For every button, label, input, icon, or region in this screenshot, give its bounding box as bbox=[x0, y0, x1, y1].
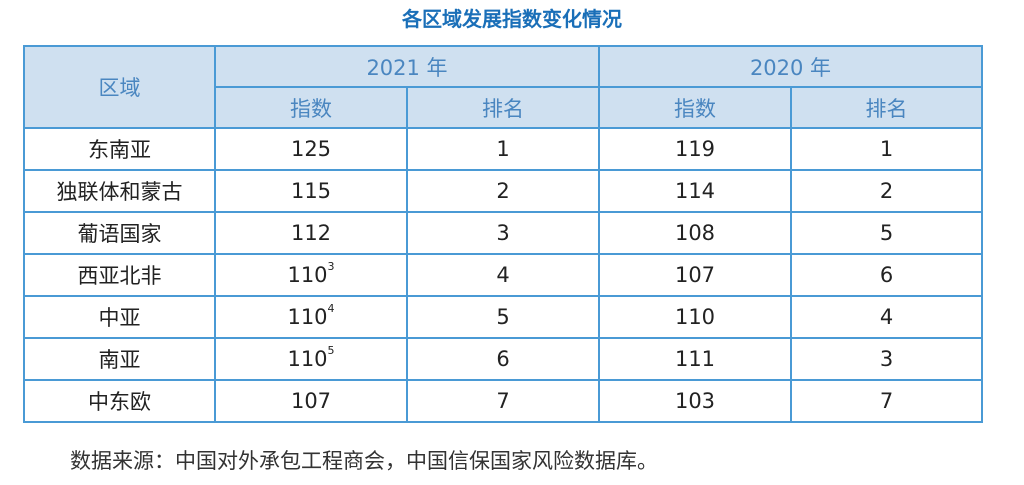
index-2020-cell: 107 bbox=[598, 253, 792, 297]
rank-2021-cell: 2 bbox=[406, 169, 600, 213]
region-cell: 中亚 bbox=[23, 295, 216, 339]
rank-2021-cell: 3 bbox=[406, 211, 600, 255]
rank-2021-cell: 1 bbox=[406, 127, 600, 171]
region-cell: 西亚北非 bbox=[23, 253, 216, 297]
rank-2020-cell: 3 bbox=[790, 337, 983, 381]
footnote-marker: 3 bbox=[327, 260, 335, 273]
source-footnote: 数据来源：中国对外承包工程商会，中国信保国家风险数据库。 bbox=[70, 449, 658, 473]
rank-2020-cell: 1 bbox=[790, 127, 983, 171]
table-row: 中东欧 107 7 103 7 bbox=[23, 379, 983, 423]
rank-2021-cell: 5 bbox=[406, 295, 600, 339]
rank-2020-cell: 7 bbox=[790, 379, 983, 423]
rank-2020-cell: 5 bbox=[790, 211, 983, 255]
index-2020-cell: 119 bbox=[598, 127, 792, 171]
rank-2021-cell: 4 bbox=[406, 253, 600, 297]
index-2020-cell: 108 bbox=[598, 211, 792, 255]
table-row: 葡语国家 112 3 108 5 bbox=[23, 211, 983, 255]
footnote-marker: 4 bbox=[327, 302, 335, 315]
index-2020-cell: 111 bbox=[598, 337, 792, 381]
index-2020-cell: 114 bbox=[598, 169, 792, 213]
rank-2020-cell: 6 bbox=[790, 253, 983, 297]
index-2021-cell: 1104 bbox=[214, 295, 408, 339]
region-cell: 中东欧 bbox=[23, 379, 216, 423]
footnote-marker: 5 bbox=[327, 344, 335, 357]
region-index-table: 区域 2021 年 2020 年 指数 排名 指数 排名 东南亚 125 1 1… bbox=[23, 45, 983, 423]
table-row: 中亚 1104 5 110 4 bbox=[23, 295, 983, 339]
rank-2021-cell: 7 bbox=[406, 379, 600, 423]
rank-2020-cell: 4 bbox=[790, 295, 983, 339]
year-2021-header: 2021 年 bbox=[214, 45, 600, 88]
table-row: 西亚北非 1103 4 107 6 bbox=[23, 253, 983, 297]
rank-2021-header: 排名 bbox=[406, 86, 600, 129]
table-title: 各区域发展指数变化情况 bbox=[402, 7, 622, 31]
region-cell: 独联体和蒙古 bbox=[23, 169, 216, 213]
index-2021-cell: 112 bbox=[214, 211, 408, 255]
index-2020-cell: 103 bbox=[598, 379, 792, 423]
rank-2020-cell: 2 bbox=[790, 169, 983, 213]
region-cell: 东南亚 bbox=[23, 127, 216, 171]
region-cell: 葡语国家 bbox=[23, 211, 216, 255]
region-cell: 南亚 bbox=[23, 337, 216, 381]
rank-2020-header: 排名 bbox=[790, 86, 983, 129]
region-column-header: 区域 bbox=[23, 45, 216, 129]
index-2020-header: 指数 bbox=[598, 86, 792, 129]
index-2021-cell: 115 bbox=[214, 169, 408, 213]
index-2021-header: 指数 bbox=[214, 86, 408, 129]
index-2020-cell: 110 bbox=[598, 295, 792, 339]
index-2021-cell: 1105 bbox=[214, 337, 408, 381]
index-2021-cell: 1103 bbox=[214, 253, 408, 297]
table-row: 独联体和蒙古 115 2 114 2 bbox=[23, 169, 983, 213]
rank-2021-cell: 6 bbox=[406, 337, 600, 381]
index-2021-cell: 125 bbox=[214, 127, 408, 171]
year-2020-header: 2020 年 bbox=[598, 45, 983, 88]
table-row: 南亚 1105 6 111 3 bbox=[23, 337, 983, 381]
table-row: 东南亚 125 1 119 1 bbox=[23, 127, 983, 171]
index-2021-cell: 107 bbox=[214, 379, 408, 423]
